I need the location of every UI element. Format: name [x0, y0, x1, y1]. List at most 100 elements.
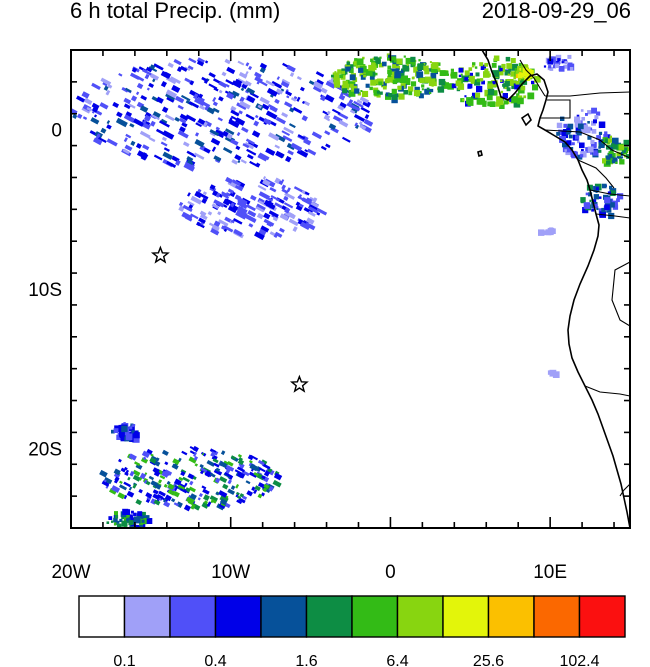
precip-cell	[130, 95, 138, 102]
precip-cell	[619, 159, 625, 165]
precip-cell	[489, 101, 496, 107]
precip-cell	[211, 225, 220, 233]
precip-cell	[236, 466, 245, 473]
precip-cell	[484, 62, 489, 67]
precip-cell	[375, 79, 381, 85]
precip-cell	[492, 90, 498, 96]
precip-cell	[267, 104, 276, 110]
precip-cell	[219, 498, 228, 506]
precip-cell	[132, 474, 141, 482]
precip-cell	[332, 72, 340, 79]
y-tick-label: 10S	[28, 280, 62, 301]
precip-cell	[179, 126, 186, 133]
precip-cell	[214, 129, 225, 139]
precip-cell	[215, 467, 221, 473]
precip-cell	[185, 114, 197, 123]
precip-cell	[204, 60, 209, 64]
precip-cell	[119, 484, 128, 491]
precip-cell	[167, 488, 176, 496]
axis-ticks	[70, 49, 630, 529]
precip-cell	[487, 73, 491, 77]
precip-cell	[130, 72, 140, 81]
precip-cell	[265, 80, 275, 87]
precip-cell	[203, 147, 211, 154]
precip-cell	[365, 83, 370, 88]
precip-cell	[284, 207, 291, 214]
precip-cell	[391, 94, 398, 100]
precip-cell	[337, 112, 349, 120]
precip-cell	[91, 106, 99, 113]
precip-cell	[487, 83, 493, 90]
precip-cell	[200, 467, 208, 473]
precip-cell	[499, 103, 505, 109]
precip-cell	[624, 148, 627, 151]
precip-cell	[177, 104, 184, 110]
precip-cell	[172, 458, 180, 466]
precip-cell	[387, 54, 391, 58]
precip-cell	[246, 95, 256, 104]
precip-cell	[142, 68, 153, 77]
precip-cell	[590, 139, 595, 144]
precip-cell	[186, 160, 194, 166]
precip-cell	[430, 67, 436, 73]
x-tick-label: 20W	[51, 562, 90, 583]
precip-cell	[616, 154, 620, 158]
precip-cell	[203, 500, 209, 505]
precip-cell	[516, 93, 520, 97]
precip-cell	[523, 95, 527, 99]
nigeria-cameroon-border	[519, 59, 546, 97]
precip-cell	[100, 127, 107, 134]
precip-cell	[219, 461, 228, 469]
precip-cell	[257, 104, 262, 109]
precip-cell	[515, 80, 520, 85]
precip-cell	[470, 80, 475, 84]
precip-cell	[517, 75, 524, 82]
precip-cell	[202, 488, 210, 495]
precip-cell	[623, 150, 626, 153]
precip-cell	[591, 107, 597, 114]
precip-cell	[127, 476, 131, 481]
precip-cell	[92, 137, 103, 146]
precip-cell	[356, 99, 363, 105]
precip-cell	[591, 129, 597, 134]
precip-cell	[212, 101, 218, 107]
precip-cell	[123, 113, 136, 123]
precip-cell	[181, 122, 188, 128]
precip-cell	[225, 192, 231, 197]
precip-cell	[231, 90, 240, 97]
precip-cell	[230, 138, 239, 146]
precip-cell	[574, 135, 580, 140]
precip-cell	[578, 123, 584, 130]
precip-cell	[154, 483, 162, 490]
precip-cell	[283, 202, 294, 209]
precip-cell	[610, 190, 616, 196]
precip-cell	[262, 487, 268, 493]
precip-cell	[173, 491, 180, 498]
precip-cell	[301, 197, 312, 206]
precip-cell	[188, 486, 196, 493]
precip-cell	[400, 70, 404, 73]
precip-cell	[123, 137, 128, 143]
precip-cell	[430, 73, 437, 79]
precip-cell	[475, 92, 481, 98]
precip-cell	[218, 89, 223, 94]
precip-cell	[262, 463, 271, 470]
precip-cell	[197, 118, 206, 125]
precip-cell	[469, 72, 473, 77]
precip-cell	[603, 134, 608, 139]
precip-cell	[160, 118, 168, 124]
precip-cell	[109, 487, 117, 495]
precip-cell	[209, 184, 216, 190]
precip-cell	[307, 210, 316, 217]
precip-cell	[123, 97, 132, 105]
precip-cell	[131, 67, 138, 73]
precip-cell	[116, 111, 123, 118]
precip-cell	[583, 202, 591, 209]
precip-cell	[152, 111, 161, 118]
precip-cell	[133, 436, 140, 443]
precip-cell	[91, 102, 100, 110]
precip-cell	[118, 458, 122, 463]
colorbar-bin	[78, 595, 126, 638]
precip-cell	[328, 123, 337, 130]
precip-cell	[260, 225, 270, 233]
